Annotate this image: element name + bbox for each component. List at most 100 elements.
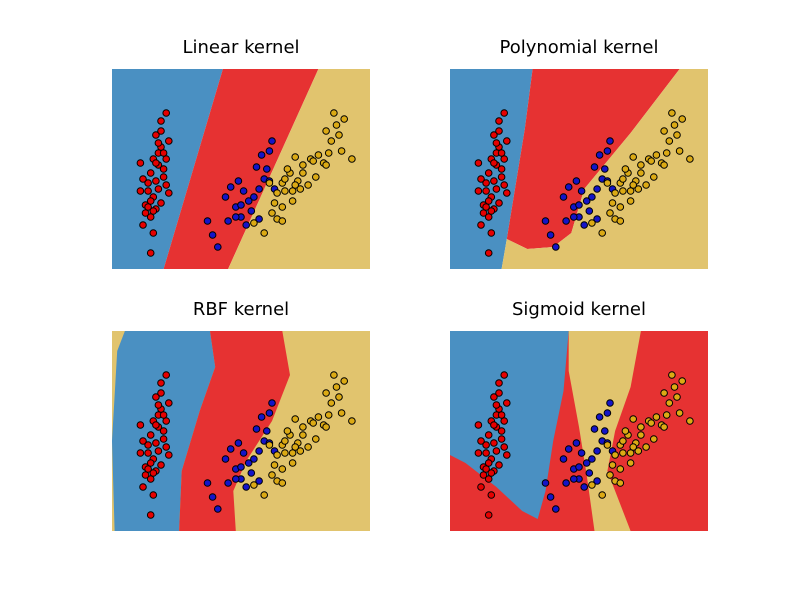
data-point-blue [564, 183, 573, 191]
data-point-red [154, 139, 163, 147]
data-point-red [146, 511, 155, 519]
data-point-yellow [314, 151, 323, 159]
decision-region-red [163, 69, 319, 269]
data-point-yellow [629, 153, 638, 161]
data-point-blue [268, 137, 276, 145]
data-point-blue [244, 459, 253, 467]
data-point-yellow [288, 187, 297, 195]
data-point-red [139, 483, 147, 491]
data-point-blue [593, 477, 601, 485]
data-point-yellow [660, 127, 668, 135]
data-point-yellow [309, 419, 318, 427]
kernel-panel-4: Sigmoid kernel [450, 299, 708, 531]
data-point-yellow [616, 217, 625, 225]
decision-region-yellow [228, 69, 370, 269]
data-point-red [503, 451, 511, 459]
data-point-blue [255, 477, 263, 485]
data-point-red [152, 439, 160, 447]
data-point-blue [252, 425, 261, 433]
data-point-yellow [603, 441, 612, 449]
data-point-blue [221, 455, 230, 463]
data-point-blue [541, 479, 550, 487]
data-point-yellow [335, 131, 343, 139]
data-point-yellow [686, 155, 694, 163]
data-point-blue [601, 427, 609, 435]
data-point-red [162, 371, 170, 379]
data-point-yellow [304, 443, 312, 451]
data-point-yellow [673, 131, 681, 139]
data-point-blue [221, 193, 230, 201]
kernel-panel-3: RBF kernel [112, 299, 370, 531]
data-point-red [477, 483, 485, 491]
data-point-blue [601, 165, 609, 173]
data-point-yellow [322, 389, 330, 397]
data-point-blue [585, 207, 594, 215]
data-point-blue [257, 413, 266, 421]
data-point-red [500, 109, 509, 117]
data-point-yellow [296, 447, 305, 455]
data-point-blue [593, 185, 601, 193]
data-point-yellow [268, 209, 276, 217]
data-point-red [149, 469, 158, 477]
data-point-red [497, 149, 506, 157]
data-point-blue [250, 455, 258, 463]
data-point-red [149, 229, 158, 237]
data-point-yellow [629, 415, 638, 423]
data-point-red [159, 411, 168, 419]
data-point-red [477, 221, 485, 229]
data-point-red [500, 371, 509, 379]
data-point-yellow [678, 115, 687, 123]
data-point-yellow [637, 169, 645, 177]
data-point-blue [265, 147, 274, 155]
data-point-yellow [327, 399, 336, 407]
data-point-yellow [265, 441, 274, 449]
decision-area [450, 331, 708, 531]
data-point-yellow [619, 175, 627, 183]
data-point-blue [606, 399, 614, 407]
data-point-yellow [281, 449, 289, 457]
data-point-red [497, 165, 506, 173]
data-point-blue [255, 215, 263, 223]
data-point-yellow [647, 419, 656, 427]
data-point-red [500, 181, 509, 189]
data-point-red [152, 159, 160, 167]
data-point-red [144, 179, 152, 187]
data-point-red [152, 421, 160, 429]
data-point-yellow [260, 229, 269, 237]
data-point-blue [203, 217, 212, 225]
data-point-yellow [686, 417, 694, 425]
panel-title: Sigmoid kernel [512, 299, 646, 320]
data-point-yellow [665, 137, 674, 145]
data-point-yellow [588, 481, 596, 489]
data-point-red [149, 491, 158, 499]
data-point-blue [603, 147, 612, 155]
data-point-blue [239, 187, 248, 195]
data-point-red [157, 199, 165, 207]
data-point-red [154, 401, 163, 409]
data-point-red [162, 109, 170, 117]
data-point-yellow [650, 173, 658, 181]
data-point-yellow [250, 481, 258, 489]
data-point-yellow [662, 411, 671, 419]
data-point-blue [263, 165, 271, 173]
data-point-red [482, 449, 490, 457]
data-point-yellow [603, 179, 612, 187]
data-point-red [477, 175, 485, 183]
data-point-yellow [283, 165, 292, 173]
data-point-yellow [606, 471, 614, 479]
data-point-red [503, 137, 511, 145]
data-point-red [503, 189, 511, 197]
data-point-red [159, 427, 168, 435]
data-point-blue [226, 445, 235, 453]
data-point-red [157, 389, 165, 397]
data-point-yellow [611, 451, 619, 459]
data-point-blue [559, 193, 568, 201]
data-point-red [157, 461, 165, 469]
data-point-red [144, 203, 152, 211]
data-point-yellow [322, 423, 330, 431]
data-point-red [157, 117, 165, 125]
data-point-yellow [675, 409, 684, 417]
data-point-red [495, 389, 503, 397]
data-point-red [484, 511, 493, 519]
data-point-red [139, 221, 147, 229]
